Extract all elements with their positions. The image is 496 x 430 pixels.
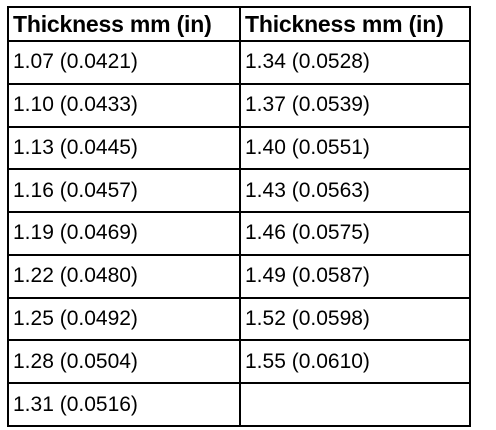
table-header-row: Thickness mm (in) Thickness mm (in) — [7, 6, 471, 42]
table-cell: 1.16 (0.0457) — [7, 168, 241, 214]
table-cell: 1.55 (0.0610) — [239, 339, 471, 385]
column-header-right: Thickness mm (in) — [239, 6, 471, 42]
table-cell-empty — [239, 382, 471, 427]
table-cell: 1.07 (0.0421) — [7, 40, 241, 85]
table-cell: 1.40 (0.0551) — [239, 125, 471, 171]
table-cell: 1.52 (0.0598) — [239, 296, 471, 342]
table-row: 1.25 (0.0492) 1.52 (0.0598) — [7, 296, 471, 342]
table-cell: 1.13 (0.0445) — [7, 125, 241, 171]
table-row: 1.31 (0.0516) — [7, 382, 471, 427]
table-cell: 1.49 (0.0587) — [239, 253, 471, 299]
table-row: 1.22 (0.0480) 1.49 (0.0587) — [7, 253, 471, 299]
table-row: 1.28 (0.0504) 1.55 (0.0610) — [7, 339, 471, 385]
column-header-left: Thickness mm (in) — [7, 6, 241, 42]
table-row: 1.07 (0.0421) 1.34 (0.0528) — [7, 40, 471, 85]
table-cell: 1.31 (0.0516) — [7, 382, 241, 427]
thickness-table: Thickness mm (in) Thickness mm (in) 1.07… — [7, 6, 471, 427]
table-cell: 1.46 (0.0575) — [239, 211, 471, 256]
table-row: 1.16 (0.0457) 1.43 (0.0563) — [7, 168, 471, 214]
table-row: 1.10 (0.0433) 1.37 (0.0539) — [7, 82, 471, 128]
table-cell: 1.22 (0.0480) — [7, 253, 241, 299]
table-cell: 1.25 (0.0492) — [7, 296, 241, 342]
table-cell: 1.10 (0.0433) — [7, 82, 241, 128]
table-cell: 1.28 (0.0504) — [7, 339, 241, 385]
table-row: 1.19 (0.0469) 1.46 (0.0575) — [7, 211, 471, 256]
table-cell: 1.43 (0.0563) — [239, 168, 471, 214]
table-cell: 1.34 (0.0528) — [239, 40, 471, 85]
table-cell: 1.37 (0.0539) — [239, 82, 471, 128]
table-cell: 1.19 (0.0469) — [7, 211, 241, 256]
table-row: 1.13 (0.0445) 1.40 (0.0551) — [7, 125, 471, 171]
